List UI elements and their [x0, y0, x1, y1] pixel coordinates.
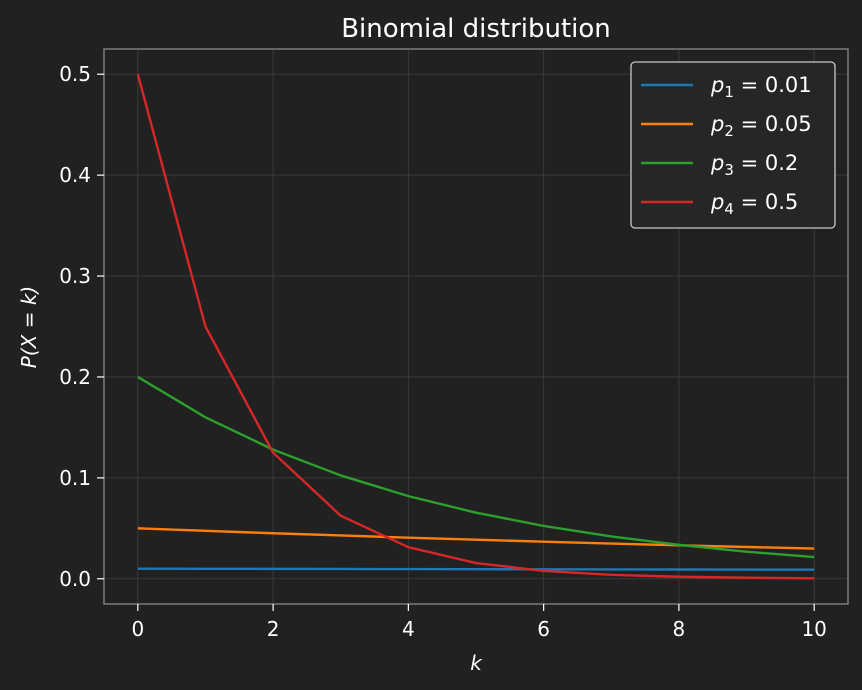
x-axis-label: k	[470, 651, 483, 675]
y-tick-label: 0.1	[59, 466, 91, 490]
x-tick-label: 10	[801, 617, 826, 641]
series-line-p1	[137, 567, 815, 571]
y-tick-label: 0.4	[59, 163, 91, 187]
series-line-p4	[136, 73, 815, 580]
legend-label-p3: p3 = 0.2	[710, 151, 798, 179]
legend-label-p4: p4 = 0.5	[710, 190, 798, 218]
series-line-p2	[137, 527, 815, 550]
legend: p1 = 0.01 p2 = 0.05 p3 = 0.2 p4 = 0.5	[630, 61, 836, 229]
series-line-p3	[137, 375, 815, 559]
legend-label-p1: p1 = 0.01	[710, 73, 812, 101]
x-tick-label: 0	[131, 617, 144, 641]
x-tick-label: 4	[402, 617, 415, 641]
y-tick-label: 0.3	[59, 264, 91, 288]
axis-ticks: 0 2 4 6 8 10 0.0 0.1 0.2 0.3 0.4 0.5	[59, 62, 827, 641]
series-lines	[136, 73, 815, 580]
plot-frame	[103, 48, 849, 605]
x-tick-label: 2	[267, 617, 280, 641]
legend-label-p2: p2 = 0.05	[710, 112, 812, 140]
legend-box	[630, 61, 836, 229]
chart-title: Binomial distribution	[341, 14, 611, 44]
x-tick-label: 8	[673, 617, 686, 641]
y-tick-label: 0.2	[59, 365, 91, 389]
y-tick-label: 0.5	[59, 62, 91, 86]
y-axis-label: P(X = k)	[17, 286, 41, 368]
x-tick-label: 6	[537, 617, 550, 641]
y-tick-label: 0.0	[59, 567, 91, 591]
